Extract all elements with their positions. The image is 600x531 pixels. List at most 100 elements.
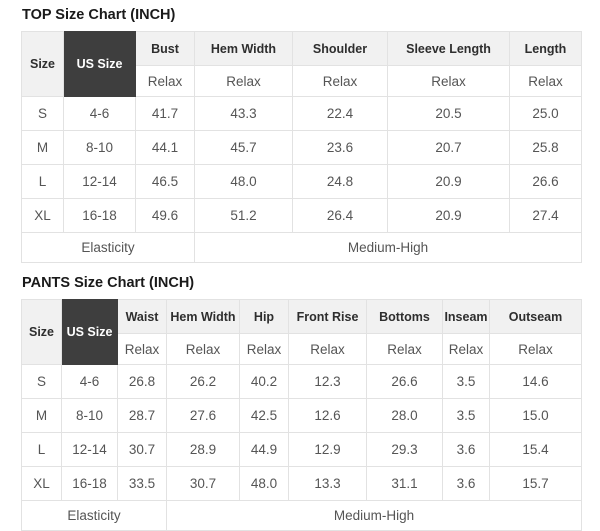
value-cell: 45.7 [194,130,293,165]
size-cell: L [21,432,62,467]
size-cell: S [21,364,62,399]
fit-label: Relax [489,333,582,365]
column-header-length: Length [509,31,582,66]
size-cell: XL [21,466,62,501]
elasticity-label: Elasticity [21,232,195,263]
us-size-cell: 4-6 [63,96,136,131]
elasticity-label: Elasticity [21,500,167,531]
value-cell: 12.9 [288,432,367,467]
pants-fit-row: Relax Relax Relax Relax Relax Relax Rela… [22,333,582,365]
us-size-column-header: US Size [61,299,118,365]
fit-label: Relax [292,65,388,97]
elasticity-value: Medium-High [166,500,582,531]
table-row: XL 16-18 49.6 51.2 26.4 20.9 27.4 [21,198,582,233]
column-header-sleeve-length: Sleeve Length [387,31,510,66]
value-cell: 46.5 [135,164,195,199]
fit-label: Relax [239,333,289,365]
column-header-hem-width: Hem Width [166,299,240,334]
value-cell: 15.0 [489,398,582,433]
size-column-header: Size [21,299,62,365]
top-size-table: Size US Size Bust Hem Width Shoulder Sle… [21,31,582,263]
fit-label: Relax [117,333,167,365]
fit-label: Relax [366,333,443,365]
value-cell: 3.5 [442,364,490,399]
value-cell: 28.7 [117,398,167,433]
value-cell: 20.5 [387,96,510,131]
size-column-header: Size [21,31,64,97]
pants-header-row: Size US Size Waist Hem Width Hip Front R… [21,299,582,365]
size-cell: M [21,130,64,165]
value-cell: 26.6 [366,364,443,399]
column-header-outseam: Outseam [489,299,582,334]
table-row: L 12-14 46.5 48.0 24.8 20.9 26.6 [21,164,582,199]
value-cell: 15.4 [489,432,582,467]
value-cell: 48.0 [194,164,293,199]
us-size-cell: 12-14 [61,432,118,467]
fit-label: Relax [166,333,240,365]
fit-label: Relax [194,65,293,97]
top-header-row: Size US Size Bust Hem Width Shoulder Sle… [21,31,582,97]
us-size-cell: 16-18 [61,466,118,501]
value-cell: 26.4 [292,198,388,233]
value-cell: 40.2 [239,364,289,399]
value-cell: 31.1 [366,466,443,501]
value-cell: 49.6 [135,198,195,233]
table-row: M 8-10 44.1 45.7 23.6 20.7 25.8 [21,130,582,165]
table-row: S 4-6 26.8 26.2 40.2 12.3 26.6 3.5 14.6 [21,364,582,399]
value-cell: 24.8 [292,164,388,199]
value-cell: 3.5 [442,398,490,433]
pants-chart-title: PANTS Size Chart (INCH) [22,275,195,291]
column-header-bust: Bust [135,31,195,66]
value-cell: 27.6 [166,398,240,433]
value-cell: 26.2 [166,364,240,399]
value-cell: 20.7 [387,130,510,165]
value-cell: 14.6 [489,364,582,399]
us-size-cell: 8-10 [63,130,136,165]
fit-label: Relax [135,65,195,97]
fit-label: Relax [509,65,582,97]
value-cell: 48.0 [239,466,289,501]
fit-label: Relax [442,333,490,365]
elasticity-row: Elasticity Medium-High [21,232,582,263]
column-header-inseam: Inseam [442,299,490,334]
value-cell: 33.5 [117,466,167,501]
value-cell: 20.9 [387,198,510,233]
column-header-front-rise: Front Rise [288,299,367,334]
value-cell: 3.6 [442,466,490,501]
value-cell: 22.4 [292,96,388,131]
pants-size-table: Size US Size Waist Hem Width Hip Front R… [21,299,582,531]
us-size-cell: 8-10 [61,398,118,433]
table-row: S 4-6 41.7 43.3 22.4 20.5 25.0 [21,96,582,131]
value-cell: 12.6 [288,398,367,433]
value-cell: 20.9 [387,164,510,199]
us-size-cell: 4-6 [61,364,118,399]
us-size-cell: 16-18 [63,198,136,233]
table-row: XL 16-18 33.5 30.7 48.0 13.3 31.1 3.6 15… [21,466,582,501]
fit-label: Relax [387,65,510,97]
elasticity-row: Elasticity Medium-High [21,500,582,531]
value-cell: 13.3 [288,466,367,501]
us-size-cell: 12-14 [63,164,136,199]
value-cell: 25.8 [509,130,582,165]
size-cell: S [21,96,64,131]
value-cell: 42.5 [239,398,289,433]
column-header-bottoms: Bottoms [366,299,443,334]
value-cell: 25.0 [509,96,582,131]
value-cell: 51.2 [194,198,293,233]
value-cell: 15.7 [489,466,582,501]
us-size-column-header: US Size [63,31,136,97]
column-header-hem-width: Hem Width [194,31,293,66]
table-row: M 8-10 28.7 27.6 42.5 12.6 28.0 3.5 15.0 [21,398,582,433]
column-header-shoulder: Shoulder [292,31,388,66]
value-cell: 43.3 [194,96,293,131]
value-cell: 30.7 [117,432,167,467]
value-cell: 23.6 [292,130,388,165]
value-cell: 44.1 [135,130,195,165]
column-header-waist: Waist [117,299,167,334]
top-fit-row: Relax Relax Relax Relax Relax [22,65,582,97]
fit-label: Relax [288,333,367,365]
value-cell: 12.3 [288,364,367,399]
value-cell: 44.9 [239,432,289,467]
value-cell: 41.7 [135,96,195,131]
value-cell: 28.0 [366,398,443,433]
